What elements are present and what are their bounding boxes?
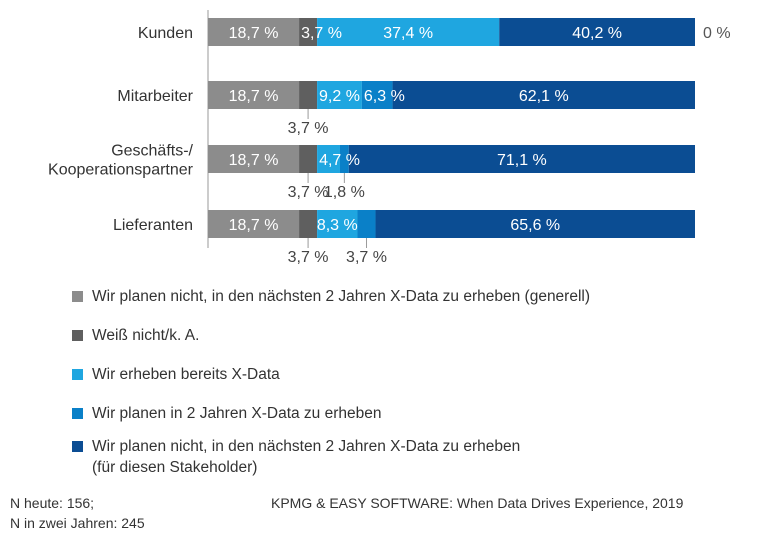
bar-segment bbox=[208, 210, 300, 238]
data-label: 8,3 % bbox=[317, 217, 358, 234]
legend-item: Wir planen nicht, in den nächsten 2 Jahr… bbox=[72, 286, 590, 307]
source-note: KPMG & EASY SOFTWARE: When Data Drives E… bbox=[271, 495, 684, 511]
data-label: 3,7 % bbox=[288, 120, 329, 137]
data-label: 18,7 % bbox=[229, 25, 279, 42]
legend-item: Wir planen nicht, in den nächsten 2 Jahr… bbox=[72, 436, 590, 478]
data-label: 3,7 % bbox=[288, 184, 329, 201]
bar-segment bbox=[499, 18, 695, 46]
stacked-bar-chart: Kunden 18,7 % 3,7 % 37,4 % 40,2 % 0 % Mitarbei… bbox=[48, 10, 731, 266]
category-label: Kunden bbox=[138, 25, 193, 42]
legend-label: Wir planen nicht, in den nächsten 2 Jahr… bbox=[92, 438, 521, 476]
data-label: 3,7 % bbox=[301, 25, 342, 42]
legend-label: Weiß nicht/k. A. bbox=[92, 327, 200, 344]
bar-segment bbox=[317, 81, 362, 109]
data-label: 37,4 % bbox=[383, 25, 433, 42]
legend-swatch-dont-know bbox=[72, 330, 83, 341]
data-label: 71,1 % bbox=[497, 152, 547, 169]
sample-size-note: N heute: 156; N in zwei Jahren: 245 bbox=[10, 495, 145, 531]
data-label: 6,3 % bbox=[364, 88, 405, 105]
bar-segment bbox=[392, 81, 695, 109]
category-label: Mitarbeiter bbox=[117, 88, 193, 105]
bar-segment bbox=[317, 145, 340, 173]
category-label: Lieferanten bbox=[113, 217, 193, 234]
legend-item: Wir erheben bereits X-Data bbox=[72, 364, 590, 385]
bar-segment bbox=[299, 145, 318, 173]
legend-swatch-not-planned-stakeholder bbox=[72, 441, 83, 452]
data-label: 1,8 % bbox=[324, 184, 365, 201]
data-label: 3,7 % bbox=[346, 249, 387, 266]
legend-item: Weiß nicht/k. A. bbox=[72, 325, 590, 346]
data-label: 62,1 % bbox=[519, 88, 569, 105]
bar-segment bbox=[299, 81, 318, 109]
bar-segment bbox=[208, 18, 300, 46]
bar-segment bbox=[361, 81, 393, 109]
bar-segment bbox=[208, 145, 300, 173]
bar-segment bbox=[339, 145, 349, 173]
data-label: 3,7 % bbox=[288, 249, 329, 266]
legend-swatch-not-planned-general bbox=[72, 291, 83, 302]
data-label: 18,7 % bbox=[229, 217, 279, 234]
legend-label: Wir planen in 2 Jahren X-Data zu erheben bbox=[92, 405, 382, 422]
legend-label: Wir erheben bereits X-Data bbox=[92, 366, 280, 383]
legend: Wir planen nicht, in den nächsten 2 Jahr… bbox=[72, 286, 590, 496]
bar-segment bbox=[299, 210, 318, 238]
bar-segment bbox=[317, 18, 500, 46]
category-label: Geschäfts-/Kooperationspartner bbox=[48, 143, 194, 179]
data-label: 18,7 % bbox=[229, 88, 279, 105]
data-label: 65,6 % bbox=[510, 217, 560, 234]
bar-segment bbox=[375, 210, 695, 238]
bar-segment bbox=[317, 210, 358, 238]
data-label: 4,7 % bbox=[319, 152, 360, 169]
data-label: 40,2 % bbox=[572, 25, 622, 42]
legend-label: Wir planen nicht, in den nächsten 2 Jahr… bbox=[92, 288, 591, 305]
data-label: 9,2 % bbox=[319, 88, 360, 105]
data-label: 18,7 % bbox=[229, 152, 279, 169]
legend-item: Wir planen in 2 Jahren X-Data zu erheben bbox=[72, 403, 590, 424]
legend-swatch-already-collecting bbox=[72, 369, 83, 380]
bar-segment bbox=[348, 145, 695, 173]
legend-swatch-planned-in-2-years bbox=[72, 408, 83, 419]
bar-segment bbox=[208, 81, 300, 109]
bar-segment bbox=[299, 18, 318, 46]
data-label: 0 % bbox=[703, 25, 731, 42]
bar-segment bbox=[357, 210, 376, 238]
